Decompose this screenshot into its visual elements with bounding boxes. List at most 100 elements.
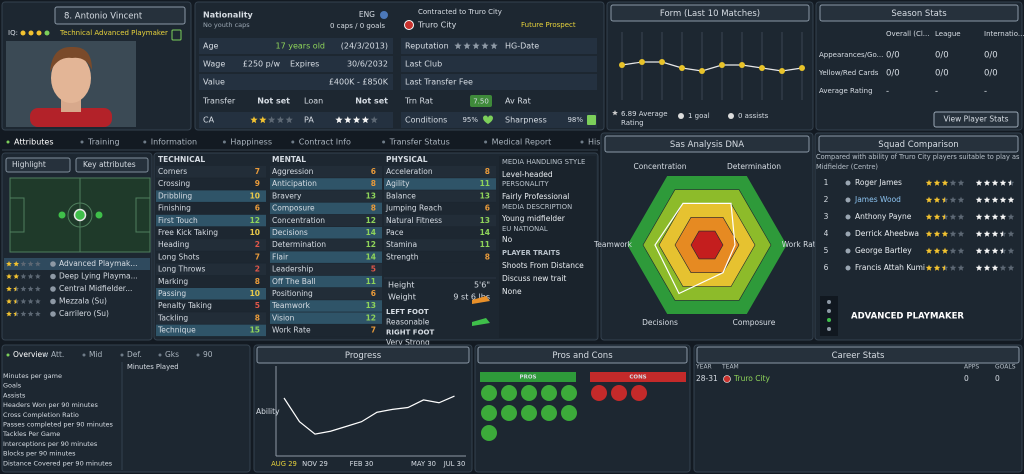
tab[interactable]: Training [87,138,120,147]
media-value: Level-headed [502,170,553,179]
label: 0/0 [886,69,900,79]
name-box[interactable] [54,6,186,25]
player-name[interactable]: James Wood [854,195,901,204]
star-half [941,196,945,203]
dropdown[interactable] [5,157,71,173]
attribute-value: 12 [366,216,376,225]
portrait-face [51,53,91,103]
pro-icon [561,385,577,401]
attribute-row [384,251,496,263]
label: Overall (Cl... [886,30,929,38]
attribute-value: 6 [485,204,490,213]
attribute-row-highlight [156,190,266,202]
view-stats-button[interactable] [933,111,1019,128]
info-row [199,38,393,54]
star [975,179,983,186]
star [957,196,965,203]
tab[interactable]: Def. [127,350,142,359]
player-icon [845,214,851,220]
panel-title-box[interactable] [610,4,810,22]
attribute-value: 2 [255,265,260,274]
panel-title: Form (Last 10 Matches) [660,9,760,19]
tab[interactable]: Transfer Status [389,138,450,147]
player-name[interactable]: Roger James [855,178,902,187]
star [250,116,258,124]
attribute-name: Natural Fitness [386,216,442,225]
dropdown[interactable] [75,157,149,173]
attribute-name: Concentration [272,216,325,225]
form-point [739,62,745,68]
player-name[interactable]: Derrick Aheebwa [855,229,919,238]
iq-label: IQ: [8,29,18,37]
tab[interactable]: Attributes [14,138,54,147]
star-half [941,264,945,271]
label: £250 p/w [243,60,281,69]
attribute-name: Free Kick Taking [158,228,218,237]
attribute-value: 2 [255,240,260,249]
info-row [401,74,597,90]
player-name[interactable]: George Bartley [855,246,912,255]
role-name[interactable]: Carrilero (Su) [59,309,109,318]
panel-title-box[interactable] [256,346,470,364]
panel-title-box[interactable] [477,346,688,364]
position-dot [58,211,66,219]
star [975,213,983,220]
rating-badge [470,95,492,107]
star [999,179,1007,186]
tab[interactable]: 90 [203,350,213,359]
label: PROS [520,375,537,381]
star [34,273,41,279]
tab[interactable]: Mid [89,350,103,359]
panel-title-box[interactable] [604,135,810,153]
label[interactable]: Highlight [12,160,46,169]
label: 1 goal [688,112,710,120]
star-rating [335,116,378,124]
label: Compared with ability of Truro City play… [816,153,1020,161]
label: 3 [824,212,829,221]
pitch-box [9,197,25,233]
star [975,196,983,203]
star [1007,247,1015,254]
tab[interactable]: Gks [165,350,179,359]
x-tick-label: JUL 30 [443,460,466,468]
label: 5'6" [474,280,490,289]
panel-title-box[interactable] [696,346,1020,364]
attribute-name: Leadership [272,265,313,274]
tab[interactable]: Att. [51,350,64,359]
tab[interactable]: Overview [13,350,48,359]
player-icon [845,180,851,186]
star-rating [975,264,1015,271]
player-name[interactable]: Anthony Payne [855,212,912,221]
star [361,116,369,124]
con-icon [611,385,627,401]
attribute-value: 9 [255,179,260,188]
tab[interactable]: Medical Report [492,138,552,147]
star-rating [925,264,965,271]
tab[interactable]: Contract Info [299,138,351,147]
attribute-value: 6 [255,204,260,213]
star-half [13,298,17,304]
role-name[interactable]: Mezzala (Su) [59,297,107,306]
attribute-value: 7 [255,252,260,261]
label[interactable]: Key attributes [83,160,136,169]
role-name[interactable]: Central Midfielder... [59,284,132,293]
attribute-value: 12 [366,240,376,249]
attribute-row-highlight [270,178,382,190]
star-half [999,230,1003,237]
star-rating [925,213,965,220]
role-name[interactable]: Deep Lying Playma... [59,272,138,281]
panel-title-box[interactable] [819,4,1019,22]
button-label[interactable]: View Player Stats [943,115,1008,124]
attribute-value: 11 [366,277,376,286]
tab[interactable]: Information [151,138,197,147]
role-name[interactable]: Advanced Playmak... [59,259,137,268]
player-name[interactable]: Francis Attah Kumi [855,263,925,272]
label: 6 [824,263,829,272]
tab[interactable]: Happiness [230,138,272,147]
attribute-name: Long Throws [158,265,206,274]
panel-title-box[interactable] [818,135,1019,153]
star [999,264,1007,271]
label: Trn Rat [404,97,433,106]
label[interactable]: Truro City [733,374,770,383]
media-heading: MEDIA DESCRIPTION [502,203,572,211]
